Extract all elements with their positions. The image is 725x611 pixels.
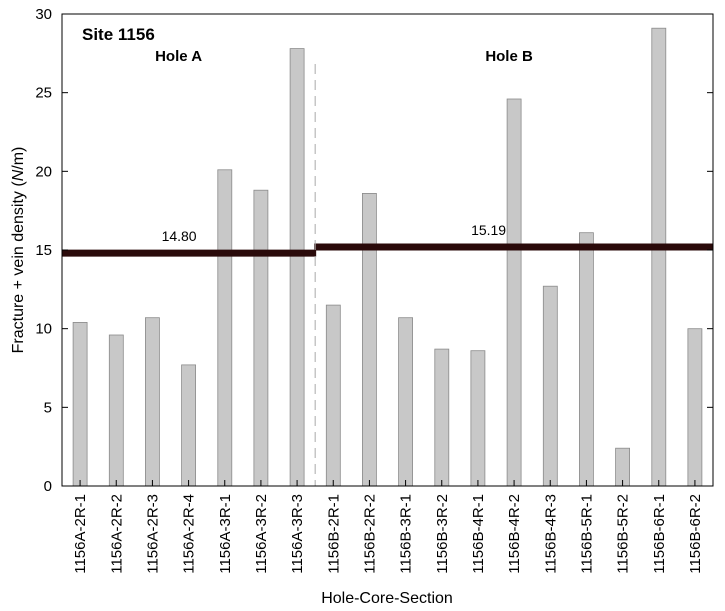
bar-1156B-5R-1: [579, 232, 594, 487]
x-tick-label: 1156A-2R-1: [72, 494, 89, 574]
bar-1156A-2R-4: [181, 364, 197, 487]
x-tick-label: 1156A-3R-3: [289, 494, 306, 574]
y-axis-title: Fracture + vein density (N/m): [10, 147, 27, 354]
x-axis-title: Hole-Core-Section: [321, 590, 453, 607]
hole-b-label: Hole B: [485, 48, 533, 65]
x-ticks-group: 1156A-2R-1 1156A-2R-2 1156A-2R-3 1156A-2R-4…: [72, 480, 704, 574]
bar-1156B-4R-2: [506, 98, 522, 487]
bar-1156A-2R-2: [108, 334, 124, 487]
bar-1156B-3R-1: [398, 317, 414, 487]
x-tick-label: 1156B-2R-2: [361, 494, 378, 574]
y-tick-label: 0: [44, 478, 52, 495]
bar-1156A-3R-3: [289, 48, 305, 487]
x-tick-label: 1156A-2R-3: [144, 494, 161, 574]
y-tick-label: 10: [35, 321, 52, 338]
x-tick-label: 1156A-3R-1: [217, 494, 234, 574]
x-tick-label: 1156A-2R-4: [181, 494, 198, 574]
bar-1156B-6R-2: [687, 328, 703, 487]
bar-1156B-2R-1: [325, 304, 341, 487]
y-tick-label: 15: [35, 242, 52, 259]
bar-1156A-2R-3: [144, 317, 160, 487]
x-tick-label: 1156A-2R-2: [108, 494, 125, 574]
x-tick-label: 1156B-6R-2: [687, 494, 704, 574]
chart-title: Site 1156: [82, 25, 155, 44]
bars-group: [72, 27, 703, 487]
y-tick-label: 20: [35, 163, 52, 180]
hole-a-label: Hole A: [155, 48, 202, 65]
y-axis-title-end: /m): [10, 147, 27, 170]
x-tick-label: 1156B-4R-2: [506, 494, 523, 574]
bar-1156B-4R-1: [470, 350, 486, 487]
y-axis-title-main: Fracture + vein density (: [10, 181, 27, 354]
x-tick-label: 1156B-5R-1: [578, 494, 595, 574]
bar-1156A-3R-1: [217, 169, 233, 487]
bar-1156A-3R-2: [253, 189, 269, 487]
x-tick-label: 1156A-3R-2: [253, 494, 270, 574]
x-tick-label: 1156B-6R-1: [651, 494, 668, 574]
y-tick-label: 30: [35, 6, 52, 23]
bar-1156B-6R-1: [651, 27, 667, 487]
y-tick-label: 5: [44, 399, 52, 416]
mean-label-hole-a: 14.80: [162, 228, 197, 244]
x-tick-label: 1156B-4R-1: [470, 494, 487, 574]
x-tick-label: 1156B-4R-3: [542, 494, 559, 574]
y-tick-label: 25: [35, 85, 52, 102]
bar-1156B-2R-2: [361, 192, 377, 487]
x-tick-label: 1156B-3R-1: [398, 494, 415, 574]
bar-1156B-4R-3: [542, 285, 558, 487]
x-tick-label: 1156B-2R-1: [325, 494, 342, 574]
x-tick-label: 1156B-3R-2: [434, 494, 451, 574]
y-axis-title-unit: N: [10, 169, 27, 181]
x-tick-label: 1156B-5R-2: [615, 494, 632, 574]
y-ticks-group: 0 5 10 15 20 25 30: [35, 6, 713, 495]
bar-1156B-3R-2: [434, 348, 450, 487]
bar-1156A-2R-1: [72, 321, 88, 487]
mean-lines-group: 14.80 15.19: [62, 222, 713, 257]
mean-label-hole-b: 15.19: [471, 222, 506, 238]
